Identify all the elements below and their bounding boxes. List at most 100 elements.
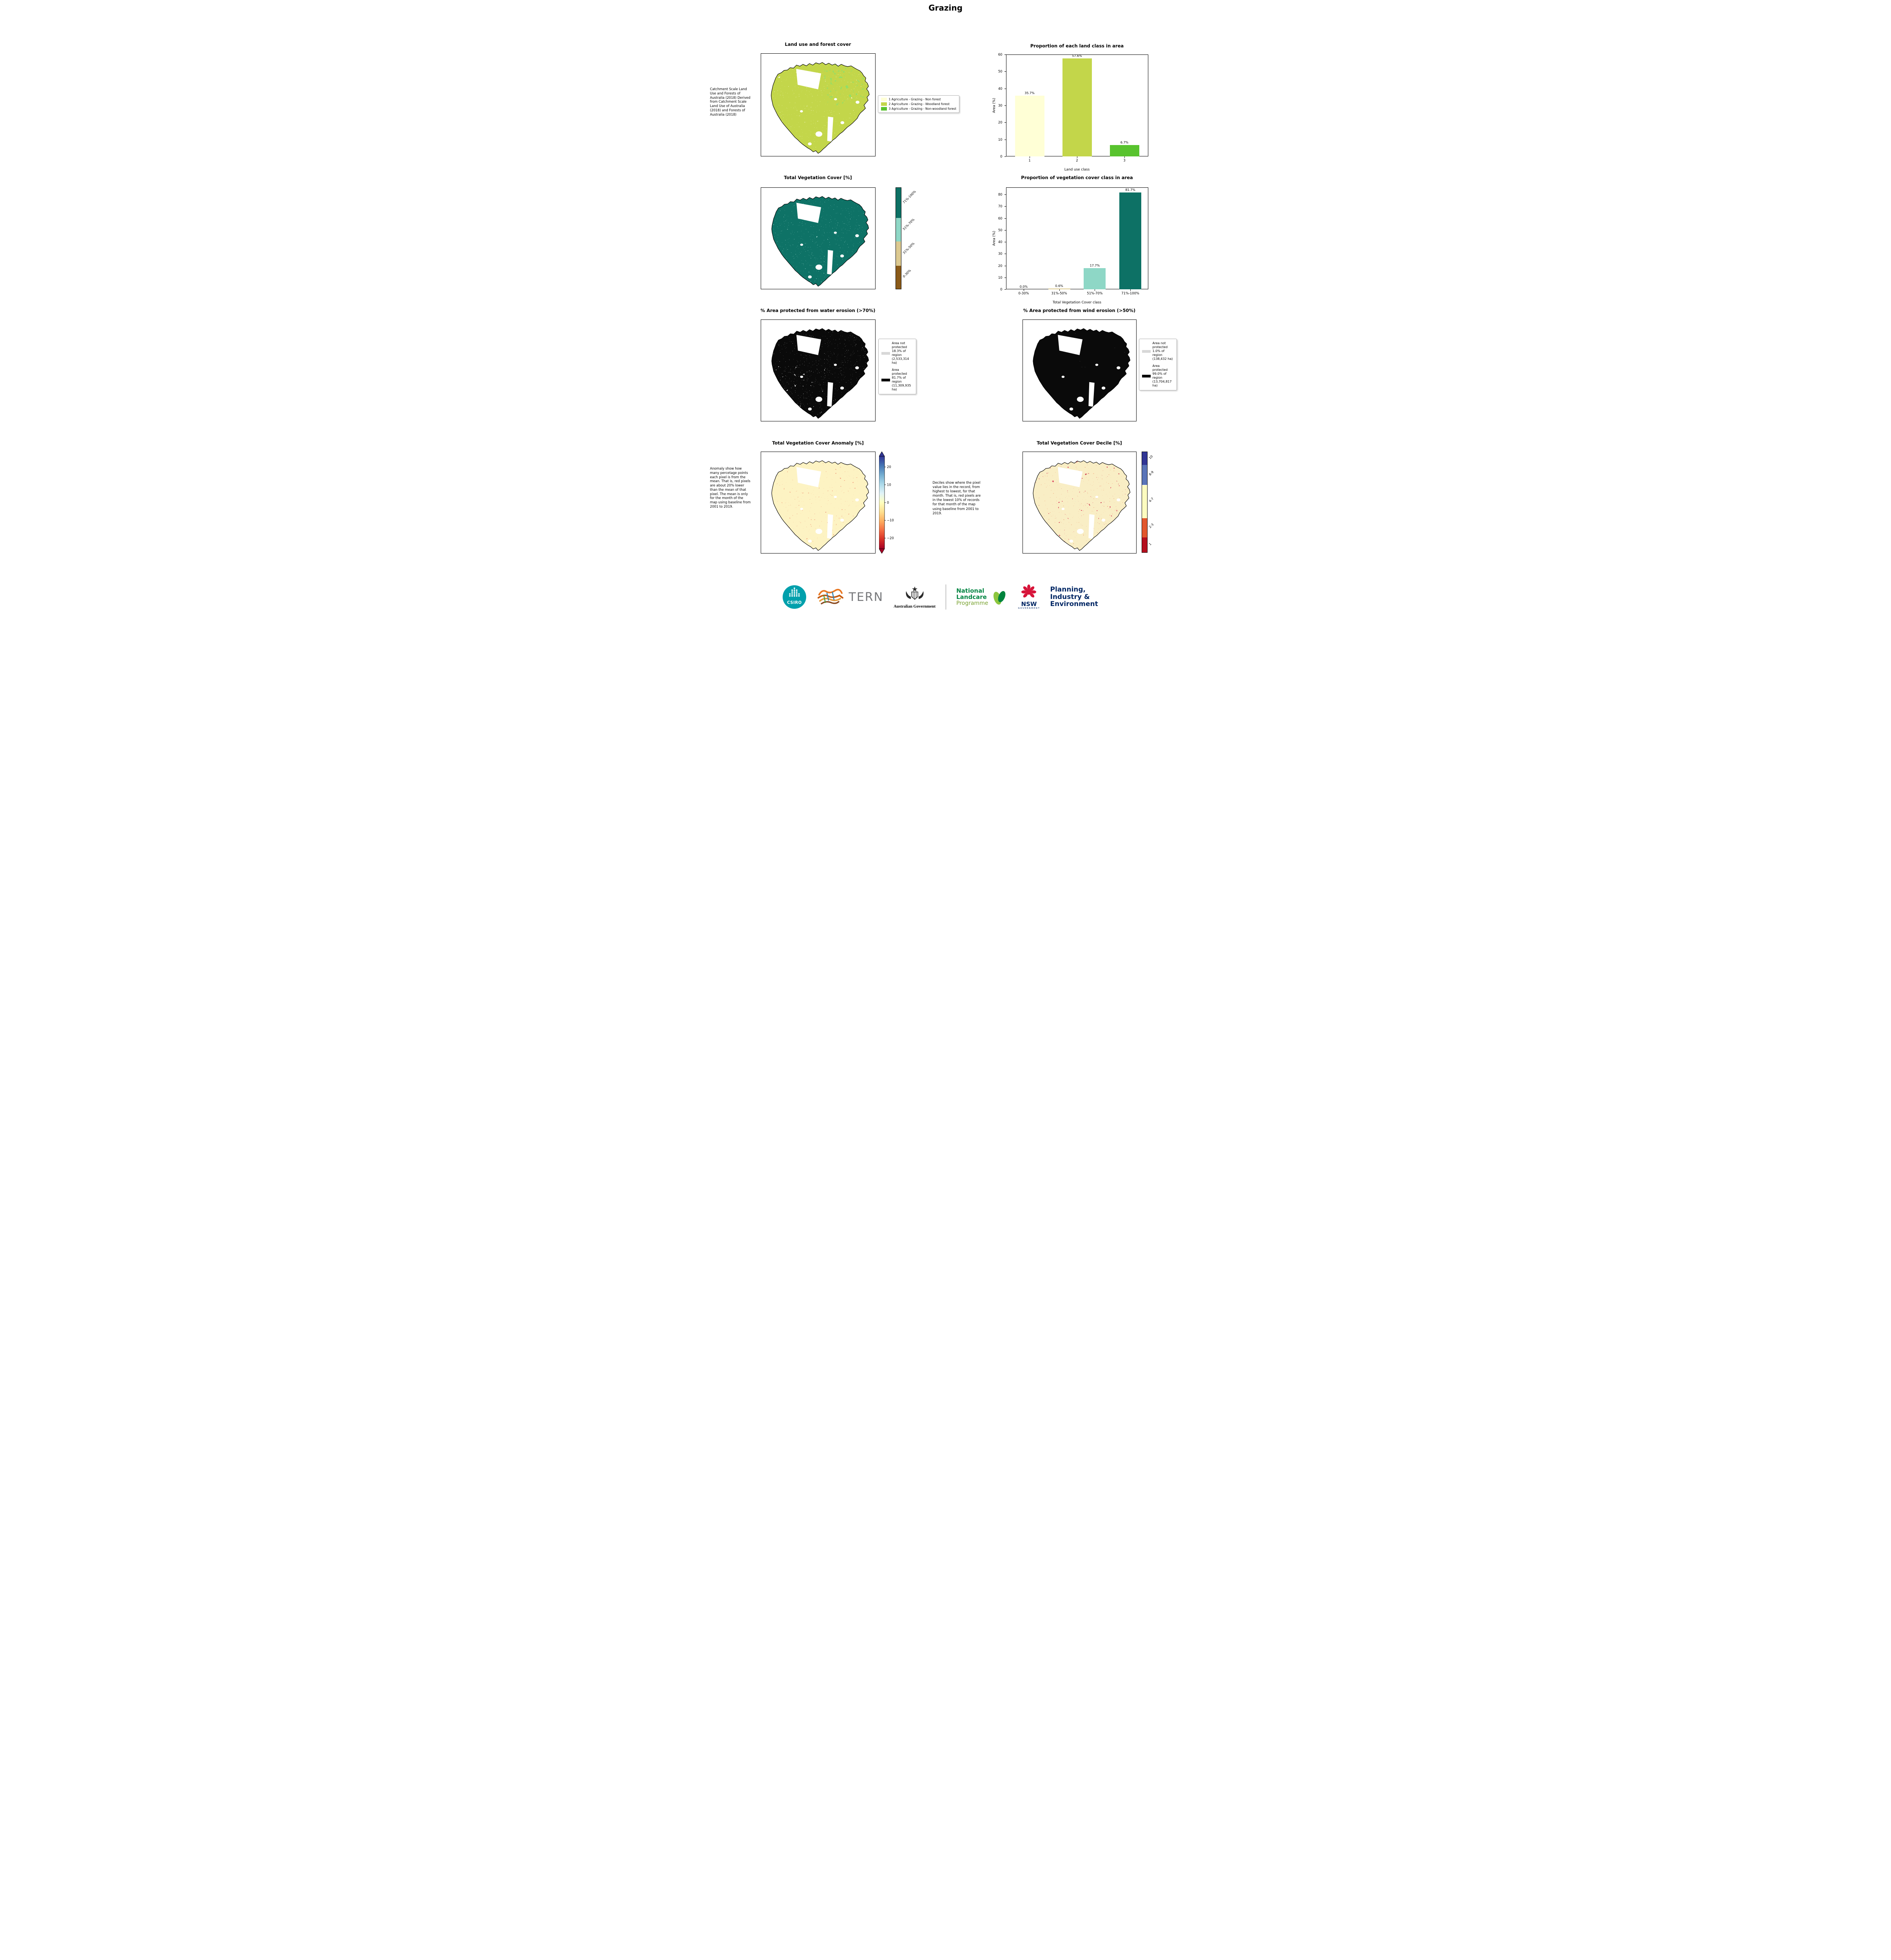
- legend-label: Area not protected 18.3% of region (2,53…: [892, 341, 909, 365]
- y-tick-label: 10: [998, 275, 1003, 279]
- land-class-chart-title: Proportion of each land class in area: [1030, 43, 1124, 49]
- y-tick-label: 60: [998, 216, 1003, 220]
- bar-value-label: 6.7%: [1120, 141, 1129, 144]
- colorbar-label: 2-3: [1148, 523, 1154, 529]
- map-raster: [1033, 460, 1130, 551]
- legend-label: Area protected 81.7% of region (11,309,9…: [892, 368, 911, 391]
- y-tick-label: 20: [998, 120, 1003, 125]
- colorbar-segment: [896, 241, 901, 266]
- y-tick-label: 0: [1000, 154, 1003, 158]
- legend-label: Area protected 99.0% of region (13,704,8…: [1152, 364, 1172, 387]
- veg-cover-map: [760, 187, 876, 289]
- colorbar-segment: [1142, 452, 1147, 465]
- map-raster: [771, 196, 868, 287]
- legend-item: 2 Agriculture - Grazing - Woodland fores…: [881, 102, 956, 106]
- csiro-dots: [789, 587, 800, 597]
- legend-swatch: [881, 98, 887, 101]
- y-tick-label: 20: [998, 263, 1003, 268]
- x-tick-label: 31%-50%: [1051, 291, 1067, 295]
- tick-mark: [1004, 194, 1006, 195]
- wind-erosion-legend: Area not protected 1.0% of region (138,4…: [1139, 339, 1177, 390]
- page-title: Grazing: [928, 3, 963, 13]
- legend-item: Area protected 99.0% of region (13,704,8…: [1142, 364, 1174, 388]
- tern-wordmark: TERN: [849, 590, 884, 604]
- anomaly-map-title: Total Vegetation Cover Anomaly [%]: [772, 440, 864, 446]
- catchment-outline: [771, 62, 870, 154]
- legend-swatch: [881, 107, 887, 111]
- map-raster: [771, 62, 869, 154]
- x-axis-label: Land use class: [1064, 168, 1090, 172]
- catchment-outline: [771, 460, 869, 551]
- veg-class-bar-chart: 0 10 20 30 40 50 60 70 80 0.0% 0-30% 0.6% 31%-50% 17.…: [988, 183, 1152, 306]
- water-erosion-legend: Area not protected 18.3% of region (2,53…: [878, 339, 916, 394]
- anomaly-colorbar: 20 10 0 −10 −20: [878, 451, 903, 555]
- colorbar-label: 8-9: [1148, 470, 1154, 477]
- catchment-outline: [771, 196, 869, 287]
- legend-label: 2 Agriculture - Grazing - Woodland fores…: [888, 102, 950, 106]
- tick-mark: [1004, 218, 1006, 219]
- colorbar-segment: [1142, 537, 1147, 552]
- bar: [1084, 268, 1106, 289]
- tick-mark: [1130, 289, 1131, 291]
- decile-map-title: Total Vegetation Cover Decile [%]: [1037, 440, 1122, 446]
- x-tick-label: 1: [1028, 158, 1031, 162]
- bar-value-label: 17.7%: [1090, 264, 1100, 267]
- x-axis-label: Total Vegetation Cover class: [1053, 301, 1101, 305]
- x-tick-label: 2: [1076, 158, 1078, 162]
- colorbar-segment: [1142, 485, 1147, 518]
- bar-value-label: 81.7%: [1125, 188, 1135, 192]
- y-tick-label: 40: [998, 86, 1003, 91]
- land-use-map-title: Land use and forest cover: [785, 42, 851, 47]
- y-tick-label: 70: [998, 204, 1003, 209]
- land-use-map: [760, 53, 876, 156]
- y-axis-label: Area (%): [992, 98, 996, 113]
- y-tick-label: 60: [998, 53, 1003, 56]
- colorbar-label: 10: [1148, 454, 1153, 460]
- x-tick-label: 0-30%: [1018, 291, 1029, 295]
- tick-mark: [1004, 122, 1006, 123]
- colorbar-tick-label: 20: [887, 465, 891, 469]
- nsw-wordmark: NSW: [1021, 600, 1037, 608]
- legend-swatch: [881, 378, 890, 381]
- bar-value-label: 0.6%: [1055, 284, 1063, 288]
- tick-mark: [1004, 156, 1006, 157]
- y-tick-label: 10: [998, 137, 1003, 142]
- csiro-wordmark: CSIRO: [787, 601, 802, 605]
- legend-swatch: [1142, 350, 1151, 353]
- legend-label: 3 Agriculture - Grazing - Non-woodland f…: [888, 107, 956, 111]
- colorbar-tick-label: 0: [887, 501, 889, 505]
- tick-mark: [1124, 156, 1125, 158]
- csiro-disc: [782, 585, 806, 609]
- bar-value-label: 35.7%: [1024, 91, 1035, 95]
- colorbar-tick-label: −10: [887, 518, 894, 522]
- map-raster: [771, 460, 868, 551]
- bar: [1110, 145, 1139, 156]
- tern-scribble-icon: [817, 589, 843, 604]
- anomaly-colorbar-svg: 20 10 0 −10 −20: [878, 451, 894, 554]
- land-use-legend: 1 Agriculture - Grazing - Non forest 2 Ag…: [878, 95, 959, 113]
- waratah-icon: [1021, 584, 1037, 597]
- tern-logo: TERN: [817, 587, 884, 607]
- colorbar-label: 51%-70%: [902, 218, 915, 231]
- legend-item: Area not protected 1.0% of region (138,4…: [1142, 341, 1174, 361]
- y-tick-label: 40: [998, 240, 1003, 244]
- colorbar-label: 1: [1148, 542, 1152, 546]
- catchment-outline: [1032, 328, 1130, 419]
- legend-item: 1 Agriculture - Grazing - Non forest: [881, 98, 956, 101]
- bar-value-label: 57.6%: [1072, 54, 1082, 58]
- coat-of-arms-icon: [906, 586, 924, 600]
- legend-label: Area not protected 1.0% of region (138,4…: [1152, 341, 1173, 361]
- anomaly-side-note: Anomaly show how many percetage points e…: [710, 466, 751, 508]
- australian-government-logo: Australian Government: [894, 586, 936, 609]
- colorbar-label: 0-30%: [902, 269, 912, 279]
- map-raster: [1033, 328, 1130, 419]
- legend-swatch: [881, 352, 890, 355]
- x-tick-label: 3: [1123, 158, 1126, 162]
- x-tick-label: 71%-100%: [1121, 291, 1139, 295]
- colorbar-tick-label: 10: [887, 483, 891, 486]
- tick-mark: [1004, 54, 1006, 55]
- colorbar-segment: [1142, 465, 1147, 485]
- legend-swatch: [881, 102, 887, 106]
- veg-class-chart-title: Proportion of vegetation cover class in …: [1021, 175, 1133, 180]
- y-tick-label: 30: [998, 103, 1003, 107]
